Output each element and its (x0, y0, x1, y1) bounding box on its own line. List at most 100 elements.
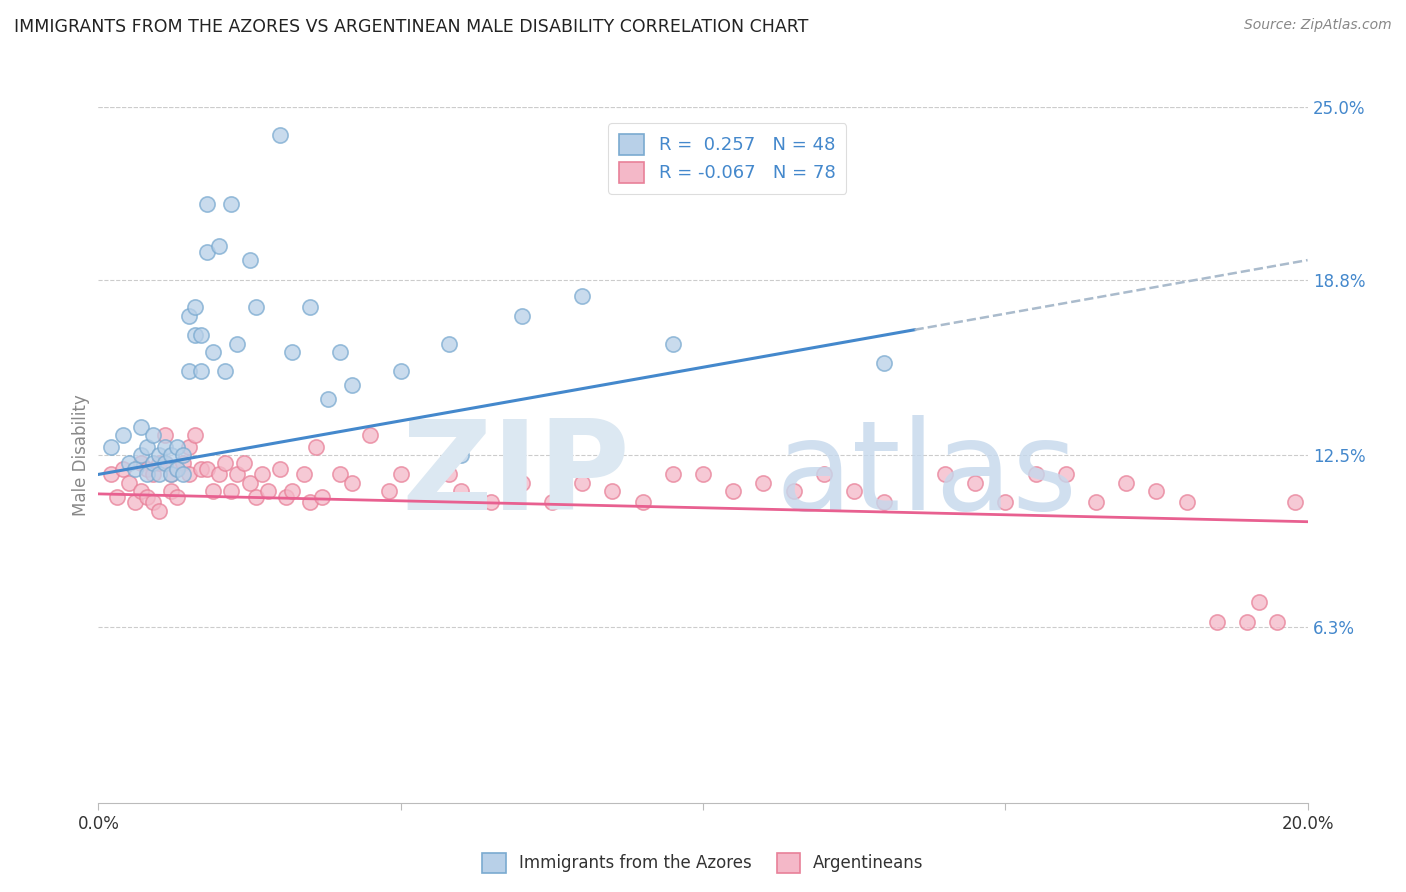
Point (190, 364, 212, 378)
Point (299, 495, 322, 509)
Point (934, 467, 956, 482)
Point (602, 484, 624, 499)
Point (153, 428, 176, 442)
Point (153, 440, 176, 454)
Point (571, 289, 593, 303)
Point (281, 484, 304, 499)
Point (221, 484, 243, 499)
Point (184, 301, 207, 315)
Point (172, 448, 194, 462)
Point (195, 197, 218, 211)
Point (202, 484, 225, 499)
Point (172, 467, 194, 482)
Point (142, 456, 165, 470)
Point (179, 309, 201, 323)
Point (1024, 467, 1046, 482)
Point (239, 475, 262, 490)
Point (166, 462, 188, 476)
Point (129, 420, 152, 434)
Point (245, 301, 267, 315)
Point (540, 495, 562, 509)
Point (1054, 467, 1077, 482)
Point (160, 467, 183, 482)
Point (160, 467, 183, 482)
Point (226, 336, 249, 351)
Text: IMMIGRANTS FROM THE AZORES VS ARGENTINEAN MALE DISABILITY CORRELATION CHART: IMMIGRANTS FROM THE AZORES VS ARGENTINEA… (14, 18, 808, 36)
Point (179, 364, 201, 378)
Point (190, 328, 212, 343)
Point (111, 462, 134, 476)
Point (166, 462, 188, 476)
Point (226, 467, 249, 482)
Point (437, 467, 460, 482)
Point (172, 456, 194, 470)
Point (1284, 495, 1306, 509)
Legend: R =  0.257   N = 48, R = -0.067   N = 78: R = 0.257 N = 48, R = -0.067 N = 78 (609, 123, 846, 194)
Point (510, 309, 533, 323)
Point (662, 467, 685, 482)
Point (723, 484, 745, 499)
Point (148, 467, 170, 482)
Point (873, 356, 896, 370)
Point (389, 467, 412, 482)
Point (118, 456, 141, 470)
Point (135, 467, 157, 482)
Point (389, 364, 412, 378)
Point (269, 128, 291, 142)
Point (1115, 475, 1137, 490)
Point (873, 495, 896, 509)
Point (208, 467, 231, 482)
Point (342, 475, 364, 490)
Point (142, 467, 165, 482)
Point (360, 428, 382, 442)
Point (124, 495, 146, 509)
Point (221, 197, 243, 211)
Point (184, 428, 207, 442)
Point (166, 490, 188, 504)
Point (662, 336, 685, 351)
Point (142, 428, 165, 442)
Point (195, 244, 218, 259)
Point (450, 448, 472, 462)
Point (420, 475, 443, 490)
Point (148, 456, 170, 470)
Point (783, 484, 806, 499)
Point (292, 467, 315, 482)
Point (329, 345, 352, 359)
Point (377, 484, 399, 499)
Point (124, 462, 146, 476)
Point (129, 448, 152, 462)
Text: atlas: atlas (776, 416, 1077, 536)
Point (179, 440, 201, 454)
Point (184, 328, 207, 343)
Point (844, 484, 866, 499)
Point (1175, 495, 1198, 509)
Point (631, 495, 654, 509)
Y-axis label: Male Disability: Male Disability (72, 394, 90, 516)
Point (269, 462, 291, 476)
Point (160, 484, 183, 499)
Point (142, 495, 165, 509)
Point (342, 378, 364, 392)
Point (179, 467, 201, 482)
Point (510, 475, 533, 490)
Point (129, 484, 152, 499)
Point (329, 467, 352, 482)
Point (195, 462, 218, 476)
Point (311, 490, 333, 504)
Point (1085, 495, 1108, 509)
Point (1144, 484, 1167, 499)
Point (1206, 615, 1229, 629)
Point (148, 503, 170, 517)
Point (305, 440, 328, 454)
Point (100, 467, 122, 482)
Text: Source: ZipAtlas.com: Source: ZipAtlas.com (1244, 18, 1392, 32)
Point (274, 490, 297, 504)
Text: ZIP: ZIP (402, 416, 630, 536)
Point (250, 467, 273, 482)
Point (481, 495, 503, 509)
Point (450, 484, 472, 499)
Point (692, 467, 714, 482)
Legend: Immigrants from the Azores, Argentineans: Immigrants from the Azores, Argentineans (475, 847, 931, 880)
Point (281, 345, 304, 359)
